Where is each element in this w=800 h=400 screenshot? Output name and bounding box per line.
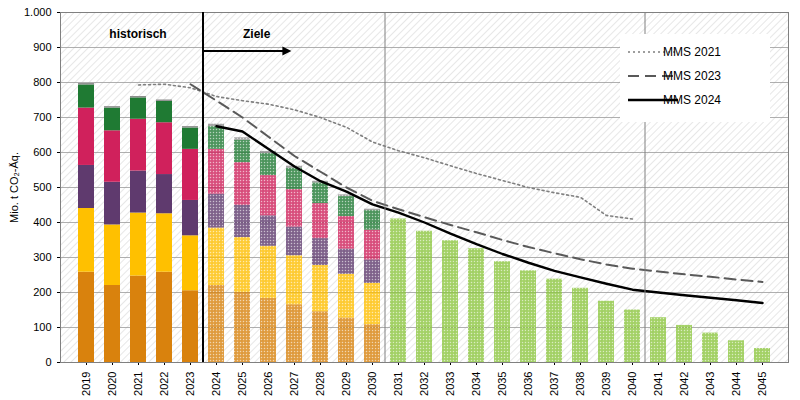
svg-text:2029: 2029 bbox=[340, 372, 352, 396]
svg-text:800: 800 bbox=[33, 76, 51, 88]
svg-text:2028: 2028 bbox=[314, 372, 326, 396]
svg-text:2033: 2033 bbox=[444, 372, 456, 396]
svg-text:2027: 2027 bbox=[288, 372, 300, 396]
svg-text:2030: 2030 bbox=[366, 372, 378, 396]
svg-text:MMS 2023: MMS 2023 bbox=[663, 69, 721, 83]
svg-text:2035: 2035 bbox=[496, 372, 508, 396]
svg-text:400: 400 bbox=[33, 216, 51, 228]
svg-text:500: 500 bbox=[33, 181, 51, 193]
svg-text:2038: 2038 bbox=[574, 372, 586, 396]
svg-text:2021: 2021 bbox=[132, 372, 144, 396]
svg-text:1.000: 1.000 bbox=[24, 6, 52, 18]
svg-text:2037: 2037 bbox=[548, 372, 560, 396]
svg-text:2024: 2024 bbox=[210, 372, 222, 396]
svg-text:2025: 2025 bbox=[236, 372, 248, 396]
svg-text:2023: 2023 bbox=[184, 372, 196, 396]
svg-text:MMS 2024: MMS 2024 bbox=[663, 93, 721, 107]
svg-text:2040: 2040 bbox=[626, 372, 638, 396]
svg-text:MMS 2021: MMS 2021 bbox=[663, 45, 721, 59]
svg-text:2020: 2020 bbox=[106, 372, 118, 396]
svg-text:2036: 2036 bbox=[522, 372, 534, 396]
svg-text:2044: 2044 bbox=[730, 372, 742, 396]
svg-text:historisch: historisch bbox=[109, 27, 166, 41]
svg-text:700: 700 bbox=[33, 111, 51, 123]
svg-text:0: 0 bbox=[45, 356, 51, 368]
svg-text:2019: 2019 bbox=[80, 372, 92, 396]
svg-text:2022: 2022 bbox=[158, 372, 170, 396]
svg-text:900: 900 bbox=[33, 41, 51, 53]
svg-text:2042: 2042 bbox=[678, 372, 690, 396]
svg-text:2045: 2045 bbox=[756, 372, 768, 396]
svg-text:Ziele: Ziele bbox=[243, 27, 271, 41]
svg-text:2041: 2041 bbox=[652, 372, 664, 396]
svg-text:600: 600 bbox=[33, 146, 51, 158]
svg-text:2031: 2031 bbox=[392, 372, 404, 396]
svg-text:100: 100 bbox=[33, 321, 51, 333]
svg-text:2032: 2032 bbox=[418, 372, 430, 396]
svg-text:300: 300 bbox=[33, 251, 51, 263]
svg-text:2043: 2043 bbox=[704, 372, 716, 396]
svg-text:2026: 2026 bbox=[262, 372, 274, 396]
svg-text:200: 200 bbox=[33, 286, 51, 298]
svg-text:2034: 2034 bbox=[470, 372, 482, 396]
svg-text:Mio. t CO₂-Äq.: Mio. t CO₂-Äq. bbox=[8, 152, 20, 223]
svg-text:2039: 2039 bbox=[600, 372, 612, 396]
